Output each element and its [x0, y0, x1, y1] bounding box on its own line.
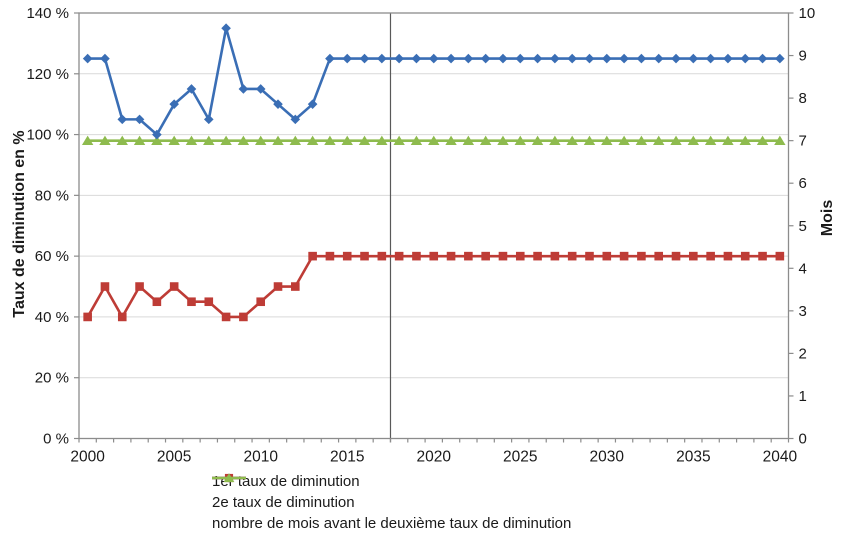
- right-axis-title: Mois: [819, 199, 836, 237]
- legend-label: nombre de mois avant le deuxième taux de…: [212, 515, 572, 532]
- legend-label: 1er taux de diminution: [212, 473, 360, 490]
- svg-text:80 %: 80 %: [35, 187, 69, 204]
- legend: 1er taux de diminution 2e taux de diminu…: [212, 471, 571, 534]
- svg-text:2040: 2040: [763, 449, 798, 466]
- svg-text:2010: 2010: [243, 449, 278, 466]
- svg-text:0: 0: [799, 431, 807, 448]
- legend-marker-nombre-mois-icon: [212, 473, 246, 483]
- svg-text:9: 9: [799, 48, 807, 65]
- svg-text:2000: 2000: [70, 449, 105, 466]
- legend-item: 2e taux de diminution: [212, 473, 571, 513]
- svg-text:6: 6: [799, 175, 807, 192]
- svg-text:2020: 2020: [417, 449, 452, 466]
- svg-text:2030: 2030: [590, 449, 625, 466]
- svg-text:0 %: 0 %: [43, 431, 69, 448]
- svg-text:2025: 2025: [503, 449, 537, 466]
- svg-text:120 %: 120 %: [26, 66, 69, 83]
- legend-label: 2e taux de diminution: [212, 494, 355, 511]
- svg-text:5: 5: [799, 218, 807, 235]
- svg-text:2035: 2035: [676, 449, 710, 466]
- svg-text:140 %: 140 %: [26, 5, 69, 22]
- svg-text:60 %: 60 %: [35, 248, 69, 265]
- svg-text:4: 4: [799, 260, 807, 277]
- svg-text:1: 1: [799, 388, 807, 405]
- svg-text:8: 8: [799, 90, 807, 107]
- svg-text:7: 7: [799, 133, 807, 150]
- svg-text:2: 2: [799, 345, 807, 362]
- legend-item: nombre de mois avant le deuxième taux de…: [212, 473, 572, 534]
- left-axis-title: Taux de diminution en %: [11, 130, 28, 318]
- svg-text:3: 3: [799, 303, 807, 320]
- svg-text:10: 10: [799, 5, 816, 22]
- legend-item: 1er taux de diminution: [212, 471, 571, 492]
- svg-text:100 %: 100 %: [26, 127, 69, 144]
- svg-text:20 %: 20 %: [35, 370, 69, 387]
- svg-text:40 %: 40 %: [35, 309, 69, 326]
- svg-text:2015: 2015: [330, 449, 364, 466]
- svg-text:2005: 2005: [157, 449, 191, 466]
